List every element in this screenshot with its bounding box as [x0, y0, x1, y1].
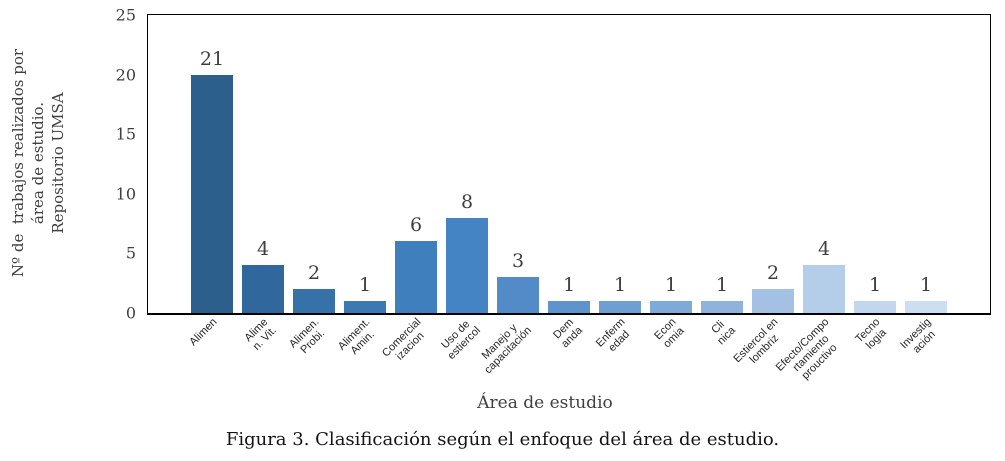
bar [803, 265, 845, 313]
bar [701, 301, 743, 313]
bar [650, 301, 692, 313]
x-tick-label: Dem anda [551, 316, 585, 351]
bar [752, 289, 794, 313]
y-tick-label: 15 [115, 124, 136, 144]
bar-value-label: 1 [715, 274, 729, 296]
y-axis-title: Nº de trabajos realizados por área de es… [9, 48, 67, 278]
bar [446, 218, 488, 313]
x-tick-label: Comercial izacion [379, 316, 427, 363]
x-tick-label: Manejo y capacitación [479, 321, 534, 377]
bar [854, 301, 896, 313]
y-tick-label: 25 [115, 5, 136, 25]
y-tick-label: 10 [115, 184, 136, 204]
x-tick-label: Tecno logia [853, 316, 889, 352]
bar-value-label: 1 [919, 274, 933, 296]
bar-value-label: 2 [766, 262, 780, 284]
bar [395, 241, 437, 313]
x-axis-title: Área de estudio [477, 393, 613, 413]
y-tick-label: 0 [125, 303, 136, 323]
bar [497, 277, 539, 313]
bar [599, 301, 641, 313]
bar-value-label: 8 [460, 191, 474, 213]
x-tick-label: Enferm edad [593, 316, 633, 355]
bar-value-label: 21 [199, 48, 225, 70]
bar [293, 289, 335, 313]
bar-value-label: 1 [664, 274, 678, 296]
figure-caption: Figura 3. Clasificación según el enfoque… [225, 429, 780, 450]
bar-value-label: 1 [868, 274, 882, 296]
bar [344, 301, 386, 313]
bar [242, 265, 284, 313]
bar-value-label: 2 [307, 262, 321, 284]
bar [548, 301, 590, 313]
y-tick-label: 5 [125, 243, 136, 263]
x-tick-label: Alimen [187, 316, 220, 349]
x-tick-label: Econ omia [652, 316, 687, 351]
x-tick-label: Investig ación [898, 316, 938, 356]
bar-value-label: 1 [613, 274, 627, 296]
bar [905, 301, 947, 313]
x-tick-label: Alime n. Vit. [242, 316, 279, 353]
bar-value-label: 3 [511, 250, 525, 272]
bar [191, 75, 233, 313]
x-tick-label: Alimen. Probi. [287, 316, 328, 357]
plot-area: 0 5 10 15 20 25 21 4 2 1 6 8 3 1 1 1 1 2 4 1 1 [116, 6, 991, 323]
x-tick-label: Efecto/Compo rtamiento prouctivo [773, 316, 840, 382]
bar-value-label: 4 [256, 238, 270, 260]
bar-value-label: 1 [358, 274, 372, 296]
bar-value-label: 6 [409, 214, 423, 236]
y-tick-label: 20 [115, 65, 136, 85]
x-tick-label: Aliment. Amin. [335, 316, 377, 357]
bar-value-label: 1 [562, 274, 576, 296]
bar-value-label: 4 [817, 238, 831, 260]
